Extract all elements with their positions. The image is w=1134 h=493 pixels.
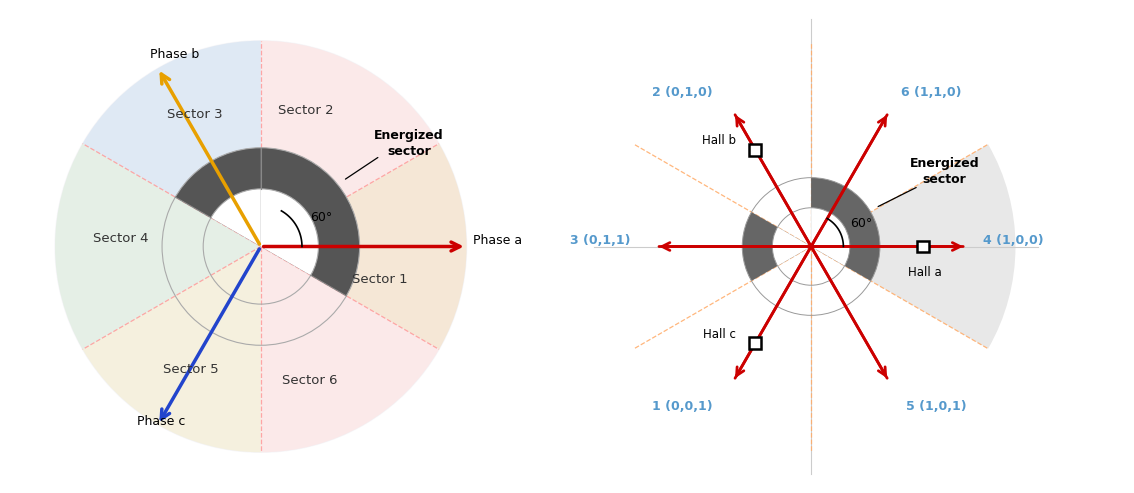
Text: Sector 5: Sector 5 <box>163 363 219 377</box>
Text: 60°: 60° <box>849 217 872 230</box>
Wedge shape <box>772 227 811 266</box>
Text: Hall b: Hall b <box>702 135 736 147</box>
Text: Phase a: Phase a <box>473 234 522 247</box>
Text: Sector 2: Sector 2 <box>278 104 333 117</box>
Wedge shape <box>176 148 261 246</box>
Text: 1 (0,0,1): 1 (0,0,1) <box>652 400 712 413</box>
Wedge shape <box>56 143 261 350</box>
Text: Phase b: Phase b <box>150 48 198 61</box>
Wedge shape <box>83 246 261 452</box>
Bar <box>750 338 761 350</box>
Text: Sector 4: Sector 4 <box>93 232 149 245</box>
Wedge shape <box>83 41 261 246</box>
Bar <box>750 143 761 155</box>
Wedge shape <box>743 212 811 281</box>
Text: 60°: 60° <box>311 211 332 224</box>
Text: 3 (0,1,1): 3 (0,1,1) <box>570 234 631 246</box>
Text: Hall c: Hall c <box>703 328 736 341</box>
Bar <box>917 241 929 252</box>
Text: Sector 1: Sector 1 <box>353 273 408 286</box>
Wedge shape <box>811 208 849 266</box>
Text: Hall a: Hall a <box>908 266 942 279</box>
Text: 4 (1,0,0): 4 (1,0,0) <box>983 234 1043 246</box>
Wedge shape <box>261 246 439 452</box>
Wedge shape <box>261 148 359 296</box>
Text: Energized
sector: Energized sector <box>374 129 443 158</box>
Text: 2 (0,1,0): 2 (0,1,0) <box>652 86 712 100</box>
Text: Energized
sector: Energized sector <box>909 157 980 186</box>
Wedge shape <box>211 189 261 246</box>
Text: 5 (1,0,1): 5 (1,0,1) <box>906 400 966 413</box>
Wedge shape <box>811 177 880 281</box>
Text: 6 (1,1,0): 6 (1,1,0) <box>902 86 962 100</box>
Wedge shape <box>261 143 466 350</box>
Text: Phase c: Phase c <box>137 415 186 428</box>
Wedge shape <box>261 41 439 246</box>
Circle shape <box>56 41 466 452</box>
Wedge shape <box>811 144 1015 349</box>
Text: Sector 6: Sector 6 <box>282 374 338 387</box>
Text: Sector 3: Sector 3 <box>167 108 222 121</box>
Wedge shape <box>261 189 319 275</box>
